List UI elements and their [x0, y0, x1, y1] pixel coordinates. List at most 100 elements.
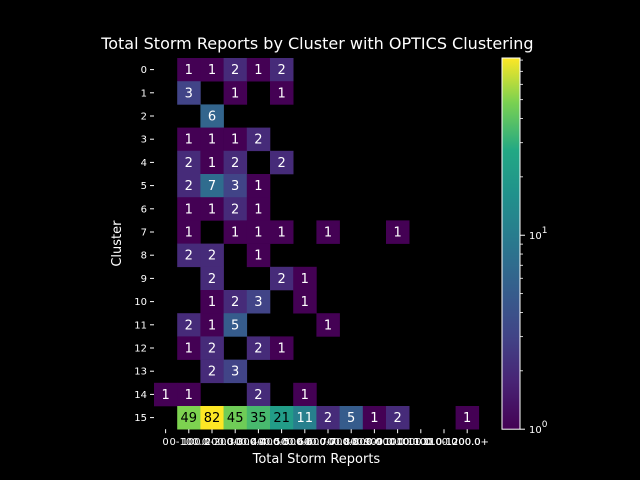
heatmap-cell [223, 174, 248, 198]
heatmap-cell [200, 290, 224, 314]
y-tick-label: 5 [141, 181, 147, 192]
heatmap-cell [177, 58, 201, 82]
cell-value-label: 2 [277, 156, 285, 171]
cell-value-label: 1 [277, 86, 285, 101]
heatmap-cell [246, 127, 271, 152]
heatmap-cell [200, 266, 224, 291]
colorbar: 100 101 [501, 57, 548, 436]
heatmap-cell [200, 197, 224, 221]
cell-value-label: 1 [370, 411, 378, 426]
cell-value-label: 1 [161, 388, 169, 403]
heatmap-cell [177, 382, 201, 407]
y-tick-label: 0 [141, 65, 147, 76]
cell-value-label: 1 [208, 202, 216, 217]
cell-value-label: 2 [185, 249, 193, 264]
heatmap-cell [293, 382, 317, 407]
heatmap-cell [200, 336, 224, 360]
heatmap-cell [177, 174, 201, 198]
heatmap-cell [200, 406, 224, 430]
y-tick-label: 7 [141, 228, 147, 239]
y-tick-label: 12 [134, 344, 147, 355]
x-tick-label: 0-100.0 [169, 437, 208, 448]
cell-value-label: 1 [231, 133, 239, 148]
cell-value-label: 1 [208, 133, 216, 148]
x-tick-label: 1100.0-1200.0 [407, 437, 481, 448]
cell-value-label: 2 [393, 411, 401, 426]
cell-value-label: 2 [254, 388, 262, 403]
colorbar-gradient [501, 57, 521, 430]
y-tick-label: 4 [141, 158, 147, 169]
heatmap-cell [293, 266, 317, 291]
cell-value-label: 11 [297, 411, 314, 426]
heatmap-cells: 1 1 2 1 23 1 161 1 1 22 1 2 22 7 3 11 1 2 11 1 1 1 1 12 2 12 2 11 2 3… [154, 58, 480, 430]
heatmap-cell [270, 58, 294, 82]
heatmap-cell [177, 197, 201, 221]
cell-value-label: 2 [208, 365, 216, 380]
heatmap-cell [293, 290, 317, 314]
y-axis-label: Cluster [110, 220, 125, 267]
heatmap-cell [246, 174, 271, 198]
x-tick-label: 1200.0+ [446, 437, 489, 448]
cell-value-label: 35 [250, 411, 267, 426]
heatmap-cell [246, 382, 271, 407]
cell-value-label: 5 [231, 318, 239, 333]
cell-value-label: 1 [254, 226, 262, 241]
heatmap-cell [455, 406, 480, 430]
cell-value-label: 2 [231, 202, 239, 217]
cell-value-label: 2 [208, 249, 216, 264]
cell-value-label: 1 [393, 226, 401, 241]
heatmap-cell [246, 220, 271, 244]
heatmap-cell [223, 313, 248, 337]
heatmap-cell [246, 336, 271, 360]
cell-value-label: 2 [254, 342, 262, 357]
cell-value-label: 2 [231, 295, 239, 310]
heatmap-cell [200, 243, 224, 268]
heatmap-cell [316, 313, 340, 337]
heatmap-cell [200, 359, 224, 384]
cell-value-label: 2 [185, 156, 193, 171]
cell-value-label: 7 [208, 179, 216, 194]
cell-value-label: 1 [231, 86, 239, 101]
x-tick-label: 100.0-200.0 [182, 437, 243, 448]
cell-value-label: 1 [185, 388, 193, 403]
heatmap-cell [339, 406, 364, 430]
heatmap-cell [316, 406, 340, 430]
heatmap-cell [246, 406, 271, 430]
heatmap-cell [200, 58, 224, 82]
heatmap-cell [200, 127, 224, 152]
y-tick-label: 13 [134, 367, 147, 378]
x-tick-label: 800.0-900.0 [344, 437, 405, 448]
cell-value-label: 1 [301, 295, 309, 310]
cell-value-label: 2 [277, 63, 285, 78]
heatmap-cell [177, 336, 201, 360]
y-tick-label: 2 [141, 112, 147, 123]
cell-value-label: 2 [208, 272, 216, 287]
heatmap-cell [177, 220, 201, 244]
cell-value-label: 1 [301, 388, 309, 403]
heatmap-cell [200, 104, 224, 128]
heatmap-cell [177, 406, 201, 430]
x-tick-label: 900.0-1000.0 [364, 437, 431, 448]
cell-value-label: 1 [277, 342, 285, 357]
cell-value-label: 2 [277, 272, 285, 287]
cell-value-label: 1 [301, 272, 309, 287]
heatmap-cell [177, 81, 201, 105]
heatmap-cell [386, 406, 410, 430]
cell-value-label: 1 [231, 226, 239, 241]
y-tick-label: 8 [141, 251, 147, 262]
cell-value-label: 1 [208, 63, 216, 78]
heatmap-cell [362, 406, 387, 430]
heatmap-cell [223, 359, 248, 384]
cell-value-label: 1 [185, 133, 193, 148]
cell-value-label: 1 [254, 249, 262, 264]
heatmap-cell [246, 58, 271, 82]
cell-value-label: 49 [181, 411, 198, 426]
cell-value-label: 3 [231, 365, 239, 380]
x-axis-label: Total Storm Reports [252, 452, 381, 467]
heatmap-cell [223, 406, 248, 430]
chart-title: Total Storm Reports by Cluster with OPTI… [100, 34, 533, 53]
y-tick-label: 3 [141, 135, 147, 146]
heatmap-cell [386, 220, 410, 244]
heatmap-cell [293, 406, 317, 430]
